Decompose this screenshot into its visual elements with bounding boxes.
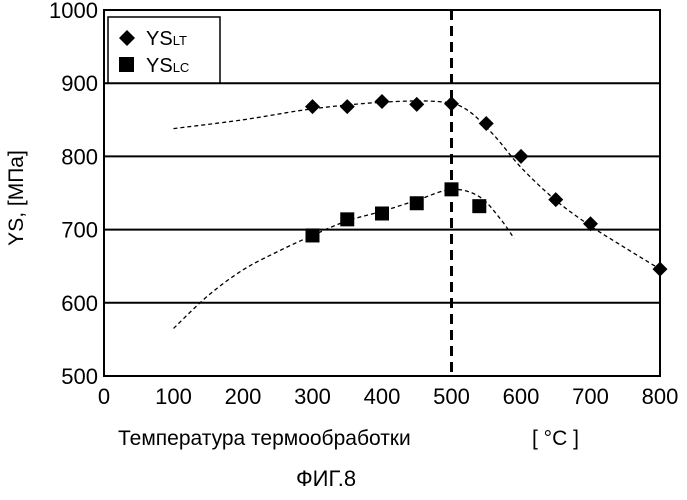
y-tick-label-900: 900 xyxy=(61,71,98,96)
point-ys-lt-800 xyxy=(652,261,668,277)
x-tick-label-0: 0 xyxy=(98,384,110,409)
y-tick-label-800: 800 xyxy=(61,144,98,169)
legend-label-ys-lc: YSLC xyxy=(146,55,189,77)
point-ys-lc-500 xyxy=(444,182,459,197)
trend-line-ys-lc xyxy=(173,188,515,329)
point-ys-lt-600 xyxy=(513,148,529,164)
point-ys-lt-700 xyxy=(583,216,598,232)
y-tick-labels: 500 600 700 800 900 1000 xyxy=(49,0,98,389)
y-axis-title: YS, [МПа] xyxy=(5,150,28,246)
x-tick-label-600: 600 xyxy=(503,384,540,409)
x-tick-label-500: 500 xyxy=(433,384,470,409)
point-ys-lc-450 xyxy=(409,196,424,211)
point-ys-lt-400 xyxy=(374,94,390,109)
point-ys-lt-450 xyxy=(409,96,425,112)
x-tick-labels: 0 100 200 300 400 500 600 700 800 xyxy=(98,384,678,409)
point-ys-lt-300 xyxy=(305,99,320,115)
x-tick-label-200: 200 xyxy=(225,384,262,409)
x-tick-label-400: 400 xyxy=(364,384,401,409)
x-axis-title: Температура термообработки xyxy=(118,427,411,450)
point-ys-lc-540 xyxy=(472,199,487,214)
y-tick-label-500: 500 xyxy=(61,364,98,389)
point-ys-lc-400 xyxy=(375,206,389,221)
x-tick-label-800: 800 xyxy=(642,384,679,409)
x-tick-label-300: 300 xyxy=(294,384,331,409)
trend-lines xyxy=(173,100,661,329)
plot-frame xyxy=(103,9,661,377)
point-ys-lt-350 xyxy=(339,99,355,115)
y-tick-label-1000: 1000 xyxy=(49,0,98,23)
legend-diamond-icon xyxy=(119,30,135,46)
data-markers xyxy=(305,94,668,277)
point-ys-lc-300 xyxy=(305,228,320,243)
grid-lines xyxy=(104,82,660,304)
figure-label: ФИГ.8 xyxy=(296,466,356,491)
legend-square-icon xyxy=(119,57,134,72)
point-ys-lt-550 xyxy=(478,115,494,131)
x-tick-label-700: 700 xyxy=(572,384,609,409)
y-tick-label-600: 600 xyxy=(61,291,98,316)
point-ys-lt-500 xyxy=(444,96,459,112)
trend-line-ys-lt xyxy=(173,100,661,270)
y-tick-label-700: 700 xyxy=(61,218,98,243)
x-tick-label-100: 100 xyxy=(155,384,192,409)
legend: YSLT YSLC xyxy=(107,16,221,84)
legend-label-ys-lt: YSLT xyxy=(146,28,187,50)
x-axis-unit: [ °C ] xyxy=(532,427,579,450)
point-ys-lc-350 xyxy=(340,212,355,227)
point-ys-lt-650 xyxy=(548,192,564,208)
